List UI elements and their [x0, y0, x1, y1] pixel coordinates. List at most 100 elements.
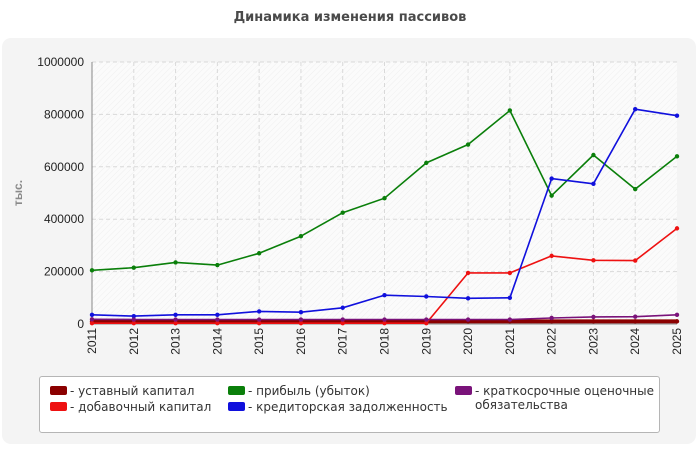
data-point [215, 321, 220, 326]
x-tick-label: 2023 [586, 328, 600, 355]
x-tick-label: 2019 [419, 328, 433, 355]
data-point [89, 268, 95, 273]
data-point [173, 317, 178, 322]
data-point [633, 258, 638, 263]
x-tick-label: 2021 [503, 328, 517, 355]
y-tick-label: 200000 [44, 265, 84, 279]
y-tick-label: 400000 [44, 212, 84, 226]
data-point [382, 321, 387, 326]
data-point [507, 317, 513, 322]
data-point [591, 314, 596, 320]
legend-swatch [228, 402, 245, 411]
data-point [507, 108, 513, 113]
data-point [131, 265, 136, 270]
data-point [465, 317, 471, 322]
legend-label: - добавочный капитал [70, 400, 212, 414]
data-point [674, 312, 680, 318]
x-tick-label: 2018 [378, 328, 392, 355]
data-point [591, 258, 596, 263]
data-point [89, 321, 95, 326]
data-point [633, 186, 638, 192]
data-point [507, 295, 513, 300]
x-tick-label: 2024 [628, 328, 642, 355]
legend-swatch [50, 402, 67, 411]
legend-item: - краткосрочные оценочные обязательства [455, 384, 655, 412]
x-tick-label: 2014 [210, 328, 224, 355]
data-point [549, 315, 554, 321]
data-point [549, 176, 554, 181]
data-point [591, 152, 596, 158]
plot-area [92, 62, 677, 324]
data-point [382, 292, 387, 298]
x-tick-label: 2016 [294, 328, 308, 355]
legend-swatch [228, 386, 245, 395]
data-point [131, 321, 136, 326]
data-point [465, 142, 471, 147]
data-point [215, 312, 220, 318]
y-tick-label: 0 [77, 317, 84, 331]
y-tick-label: 800000 [44, 107, 84, 121]
data-point [89, 312, 95, 318]
y-axis-label: тыс. [11, 180, 25, 206]
legend-label: - кредиторская задолженность [248, 400, 448, 414]
x-tick-label: 2012 [127, 328, 141, 355]
data-point [465, 270, 471, 276]
x-tick-label: 2015 [252, 328, 266, 355]
data-point [382, 317, 387, 322]
data-point [507, 270, 513, 276]
x-tick-label: 2017 [336, 328, 350, 355]
data-point [424, 160, 429, 166]
data-point [131, 313, 136, 319]
data-point [173, 321, 178, 326]
data-point [298, 310, 304, 315]
legend-label: - краткосрочные оценочные обязательства [475, 384, 654, 412]
series-5 [89, 312, 680, 322]
y-tick-label: 600000 [44, 160, 84, 174]
data-point [89, 317, 95, 322]
data-point [340, 210, 345, 215]
data-point [633, 314, 638, 319]
legend-swatch [50, 386, 67, 395]
data-point [674, 319, 680, 324]
data-point [591, 181, 596, 187]
data-point [549, 253, 554, 259]
data-point [549, 193, 554, 198]
data-point [340, 305, 345, 310]
data-point [256, 309, 262, 314]
series-3 [89, 108, 680, 273]
data-point [131, 317, 136, 322]
data-point [633, 106, 638, 112]
data-point [549, 319, 554, 324]
data-point [424, 294, 429, 299]
series-4 [89, 106, 680, 319]
data-point [674, 113, 680, 118]
data-point [340, 321, 345, 326]
x-tick-label: 2013 [169, 328, 183, 355]
data-point [633, 319, 638, 324]
data-point [465, 296, 471, 301]
legend-label: - уставный капитал [70, 384, 195, 398]
data-point [298, 234, 304, 239]
data-point [256, 321, 262, 326]
x-tick-label: 2011 [85, 328, 99, 354]
chart-title: Динамика изменения пассивов [233, 10, 467, 25]
data-point [674, 154, 680, 159]
data-point [424, 317, 429, 322]
legend-item: - уставный капитал [50, 384, 194, 398]
x-tick-label: 2025 [670, 328, 684, 355]
data-point [256, 251, 262, 256]
y-tick-label: 1000000 [37, 55, 84, 69]
legend-swatch [455, 386, 472, 395]
data-point [215, 262, 220, 268]
legend-item: - кредиторская задолженность [228, 400, 448, 414]
data-point [298, 317, 304, 322]
data-point [256, 317, 262, 322]
legend-label: - прибыль (убыток) [248, 384, 370, 398]
data-point [674, 226, 680, 231]
legend-item: - добавочный капитал [50, 400, 211, 414]
legend-item: - прибыль (убыток) [228, 384, 370, 398]
x-tick-label: 2022 [545, 328, 559, 355]
x-tick-label: 2020 [461, 328, 475, 355]
legend: - уставный капитал - прибыль (убыток) - кр… [39, 376, 660, 433]
